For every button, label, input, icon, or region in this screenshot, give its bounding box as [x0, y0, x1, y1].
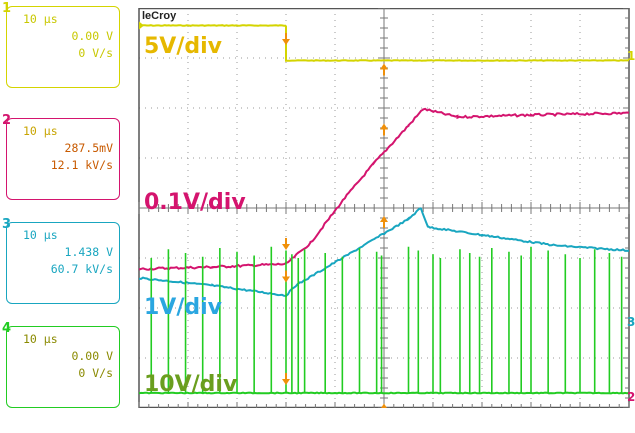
channel-1-slope: 0 V/s — [78, 46, 113, 60]
channel-1-offset: 0.00 V — [71, 29, 113, 43]
trace-ch4 — [138, 391, 630, 395]
scope-screen[interactable]: 5V/div 0.1V/div 1V/div 10V/div leCroy 1 3 2 — [136, 8, 635, 408]
channel-4-offset: 0.00 V — [71, 349, 113, 363]
channel-4-panel[interactable]: 10 µs 0.00 V 0 V/s — [6, 326, 120, 408]
ch1-ground-marker — [139, 21, 144, 30]
cursor-marker-ch3 — [380, 216, 388, 228]
right-marker-2: 2 — [627, 390, 635, 404]
channel-3-timebase: 10 µs — [23, 228, 58, 242]
trace-ch2 — [138, 107, 630, 271]
channel-4-number: 4 — [2, 321, 12, 336]
trace-ch1 — [139, 24, 630, 62]
cursor-marker-ch3 — [282, 270, 290, 283]
scale-label-ch1: 5V/div — [144, 34, 223, 59]
channel-2-timebase: 10 µs — [23, 124, 58, 138]
cursor-arrow — [282, 276, 290, 283]
channel-2-number: 2 — [2, 113, 12, 128]
cursor-markers — [282, 33, 388, 408]
cursor-marker-ch4 — [282, 373, 290, 385]
channel-1-timebase: 10 µs — [23, 12, 58, 26]
channel-4-timebase: 10 µs — [23, 332, 58, 346]
cursor-marker-ch1 — [380, 63, 388, 76]
channel-3-panel[interactable]: 10 µs 1.438 V 60.7 kV/s — [6, 222, 120, 304]
channel-4-slope: 0 V/s — [78, 366, 113, 380]
cursor-marker-ch4 — [381, 403, 387, 408]
traces — [138, 24, 630, 395]
right-marker-1: 1 — [627, 49, 635, 63]
cursor-marker-ch1 — [282, 33, 290, 45]
cursor-arrow — [282, 379, 290, 385]
channel-2-offset: 287.5mV — [64, 141, 113, 155]
scale-labels: 5V/div 0.1V/div 1V/div 10V/div leCroy 1 3 2 — [139, 10, 635, 404]
cursor-arrow — [380, 216, 388, 222]
cursor-arrow — [381, 403, 387, 408]
graticule — [138, 8, 630, 408]
channel-1-number: 1 — [2, 1, 12, 16]
cursor-marker-ch2 — [282, 238, 290, 250]
channel-2-slope: 12.1 kV/s — [50, 158, 113, 172]
cursor-marker-ch2 — [380, 123, 388, 136]
waveform-plot: 5V/div 0.1V/div 1V/div 10V/div leCroy 1 3 2 — [138, 8, 635, 408]
scale-label-ch4: 10V/div — [144, 372, 238, 397]
scale-label-ch2: 0.1V/div — [144, 190, 246, 215]
channel-3-number: 3 — [2, 217, 12, 232]
cursor-arrow — [380, 63, 388, 70]
channel-3-offset: 1.438 V — [64, 245, 113, 259]
channel-1-panel[interactable]: 10 µs 0.00 V 0 V/s — [6, 6, 120, 88]
cursor-arrow — [380, 123, 388, 130]
channel-2-panel[interactable]: 10 µs 287.5mV 12.1 kV/s — [6, 118, 120, 200]
scale-label-ch3: 1V/div — [144, 295, 223, 320]
right-marker-3: 3 — [627, 315, 635, 329]
cursor-arrow — [282, 244, 290, 250]
channel-3-slope: 60.7 kV/s — [50, 262, 113, 276]
brand-logo: leCroy — [142, 10, 177, 22]
cursor-arrow — [282, 39, 290, 45]
